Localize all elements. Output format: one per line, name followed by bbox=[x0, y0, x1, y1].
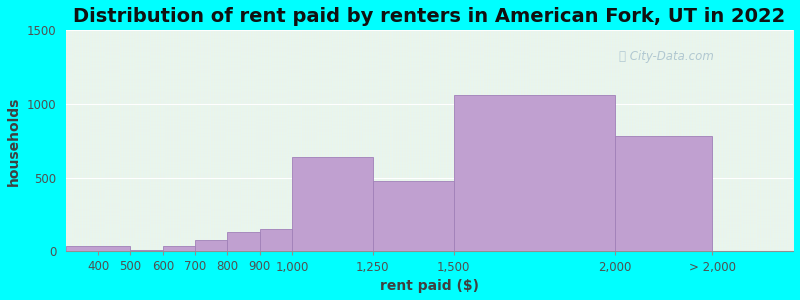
Bar bbox=[195, 240, 227, 251]
Bar bbox=[227, 232, 260, 251]
Bar bbox=[66, 246, 130, 251]
Bar bbox=[260, 230, 292, 251]
Bar bbox=[292, 157, 373, 251]
Text: ⓘ City-Data.com: ⓘ City-Data.com bbox=[618, 50, 714, 63]
X-axis label: rent paid ($): rent paid ($) bbox=[380, 279, 479, 293]
Bar bbox=[373, 181, 454, 251]
Y-axis label: households: households bbox=[7, 96, 21, 186]
Bar bbox=[454, 95, 615, 251]
Bar bbox=[130, 250, 163, 251]
Title: Distribution of rent paid by renters in American Fork, UT in 2022: Distribution of rent paid by renters in … bbox=[74, 7, 786, 26]
Bar bbox=[615, 136, 712, 251]
Bar bbox=[163, 246, 195, 251]
